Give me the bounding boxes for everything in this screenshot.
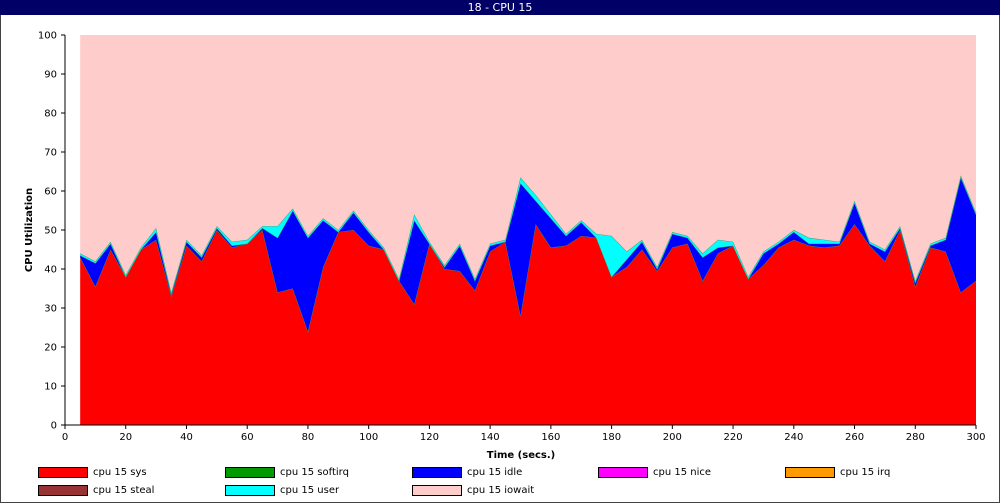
y-tick-label: 60 — [44, 187, 57, 198]
y-tick-label: 20 — [44, 343, 57, 354]
x-tick-label: 280 — [906, 432, 925, 443]
x-tick-label: 220 — [724, 432, 743, 443]
legend-item: cpu 15 iowait — [412, 483, 534, 497]
legend-item: cpu 15 idle — [412, 465, 522, 479]
area-cpu-15-idle — [80, 177, 976, 332]
x-tick-label: 120 — [420, 432, 439, 443]
x-tick-label: 80 — [302, 432, 315, 443]
x-tick-label: 260 — [845, 432, 864, 443]
x-tick-label: 160 — [541, 432, 560, 443]
y-tick-label: 100 — [38, 31, 57, 42]
area-series-group — [79, 35, 977, 425]
legend-swatch — [38, 484, 88, 496]
x-tick-label: 240 — [784, 432, 803, 443]
y-tick-label: 30 — [44, 304, 57, 315]
y-tick-label: 90 — [44, 70, 57, 81]
chart-legend: cpu 15 sys cpu 15 softirq cpu 15 idle cpu 1… — [0, 462, 1000, 502]
legend-label: cpu 15 nice — [653, 466, 712, 478]
legend-label: cpu 15 sys — [93, 466, 147, 478]
legend-label: cpu 15 irq — [840, 466, 891, 478]
x-tick-label: 200 — [663, 432, 682, 443]
legend-swatch — [225, 466, 275, 478]
area-cpu-15-iowait — [80, 35, 976, 293]
legend-item: cpu 15 user — [225, 483, 339, 497]
legend-label: cpu 15 iowait — [467, 484, 535, 496]
legend-item: cpu 15 sys — [38, 465, 147, 479]
y-axis-label: CPU Utilization — [24, 188, 35, 272]
y-tick-label: 80 — [44, 109, 57, 120]
legend-swatch — [598, 466, 648, 478]
legend-label: cpu 15 steal — [93, 484, 155, 496]
legend-item: cpu 15 softirq — [225, 465, 349, 479]
y-tick-label: 0 — [51, 421, 57, 432]
legend-item: cpu 15 irq — [785, 465, 890, 479]
legend-label: cpu 15 user — [280, 484, 340, 496]
legend-label: cpu 15 idle — [467, 466, 523, 478]
y-tick-label: 10 — [44, 382, 57, 393]
legend-swatch — [785, 466, 835, 478]
x-tick-label: 100 — [359, 432, 378, 443]
x-tick-label: 0 — [62, 432, 68, 443]
legend-swatch — [225, 484, 275, 496]
x-tick-label: 300 — [966, 432, 985, 443]
area-cpu-15-sys — [80, 224, 976, 425]
y-tick-label: 50 — [44, 226, 57, 237]
window-title: 18 - CPU 15 — [0, 0, 1000, 15]
y-tick-label: 70 — [44, 148, 57, 159]
y-tick-label: 40 — [44, 265, 57, 276]
x-tick-label: 40 — [180, 432, 193, 443]
legend-item: cpu 15 nice — [598, 465, 711, 479]
legend-swatch — [412, 466, 462, 478]
legend-item: cpu 15 steal — [38, 483, 154, 497]
x-tick-label: 20 — [119, 432, 132, 443]
x-tick-label: 140 — [481, 432, 500, 443]
x-tick-label: 180 — [602, 432, 621, 443]
x-axis-label: Time (secs.) — [487, 450, 556, 461]
axes-group: 0 10 20 30 40 50 60 70 80 90 100 0 20 40 60 80 100 120 140… — [38, 31, 986, 444]
x-tick-label: 60 — [241, 432, 254, 443]
legend-swatch — [412, 484, 462, 496]
legend-swatch — [38, 466, 88, 478]
legend-label: cpu 15 softirq — [280, 466, 349, 478]
